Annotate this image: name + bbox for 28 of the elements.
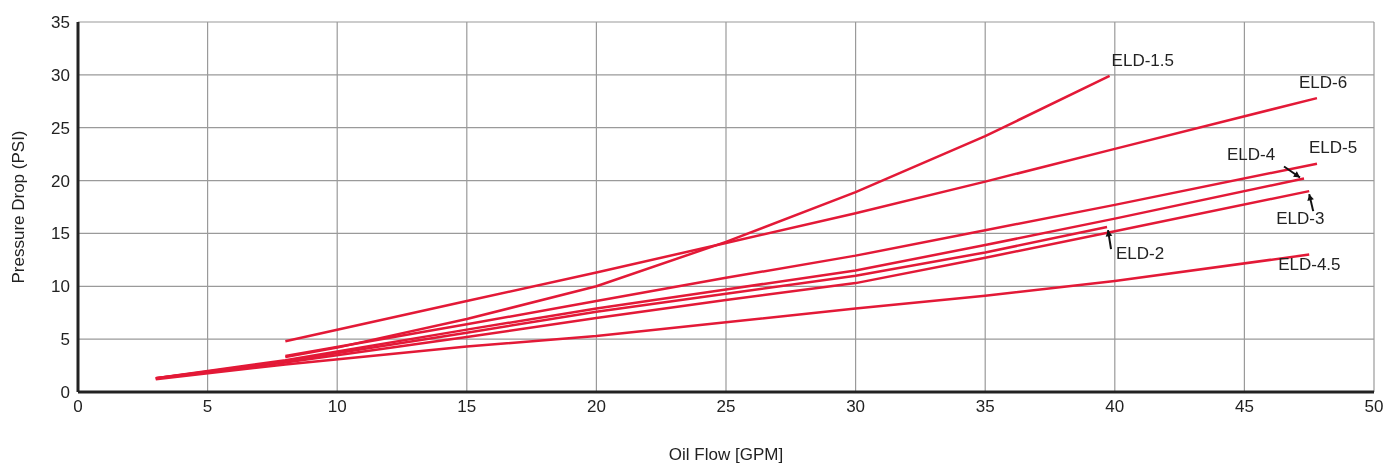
x-tick-label: 50 — [1364, 397, 1384, 417]
series-label: ELD-4.5 — [1278, 254, 1341, 274]
y-tick-label: 20 — [51, 171, 70, 191]
x-tick-label: 40 — [1105, 397, 1125, 417]
y-axis-title: Pressure Drop (PSI) — [9, 130, 29, 284]
y-tick-label: 5 — [60, 330, 70, 350]
x-tick-label: 30 — [846, 397, 866, 417]
x-tick-label: 15 — [457, 397, 477, 417]
y-tick-label: 0 — [60, 383, 70, 403]
x-tick-label: 20 — [586, 397, 606, 417]
x-tick-label: 0 — [73, 397, 83, 417]
series-label: ELD-1.5 — [1111, 50, 1174, 70]
series-label: ELD-2 — [1116, 244, 1165, 264]
y-tick-label: 25 — [51, 118, 70, 138]
y-tick-label: 10 — [51, 277, 70, 297]
series-label: ELD-5 — [1308, 137, 1358, 157]
x-tick-label: 45 — [1234, 397, 1254, 417]
x-tick-label: 10 — [327, 397, 347, 417]
x-tick-label: 25 — [716, 397, 736, 417]
series-label: ELD-3 — [1276, 209, 1325, 229]
x-axis-title: Oil Flow [GPM] — [668, 445, 784, 464]
series-label: ELD-4 — [1227, 145, 1276, 165]
y-tick-label: 30 — [51, 65, 70, 85]
x-tick-label: 35 — [975, 397, 995, 417]
y-tick-label: 15 — [51, 224, 70, 244]
x-tick-label: 5 — [202, 397, 213, 417]
series-label: ELD-6 — [1298, 73, 1348, 93]
y-tick-label: 35 — [51, 13, 70, 33]
